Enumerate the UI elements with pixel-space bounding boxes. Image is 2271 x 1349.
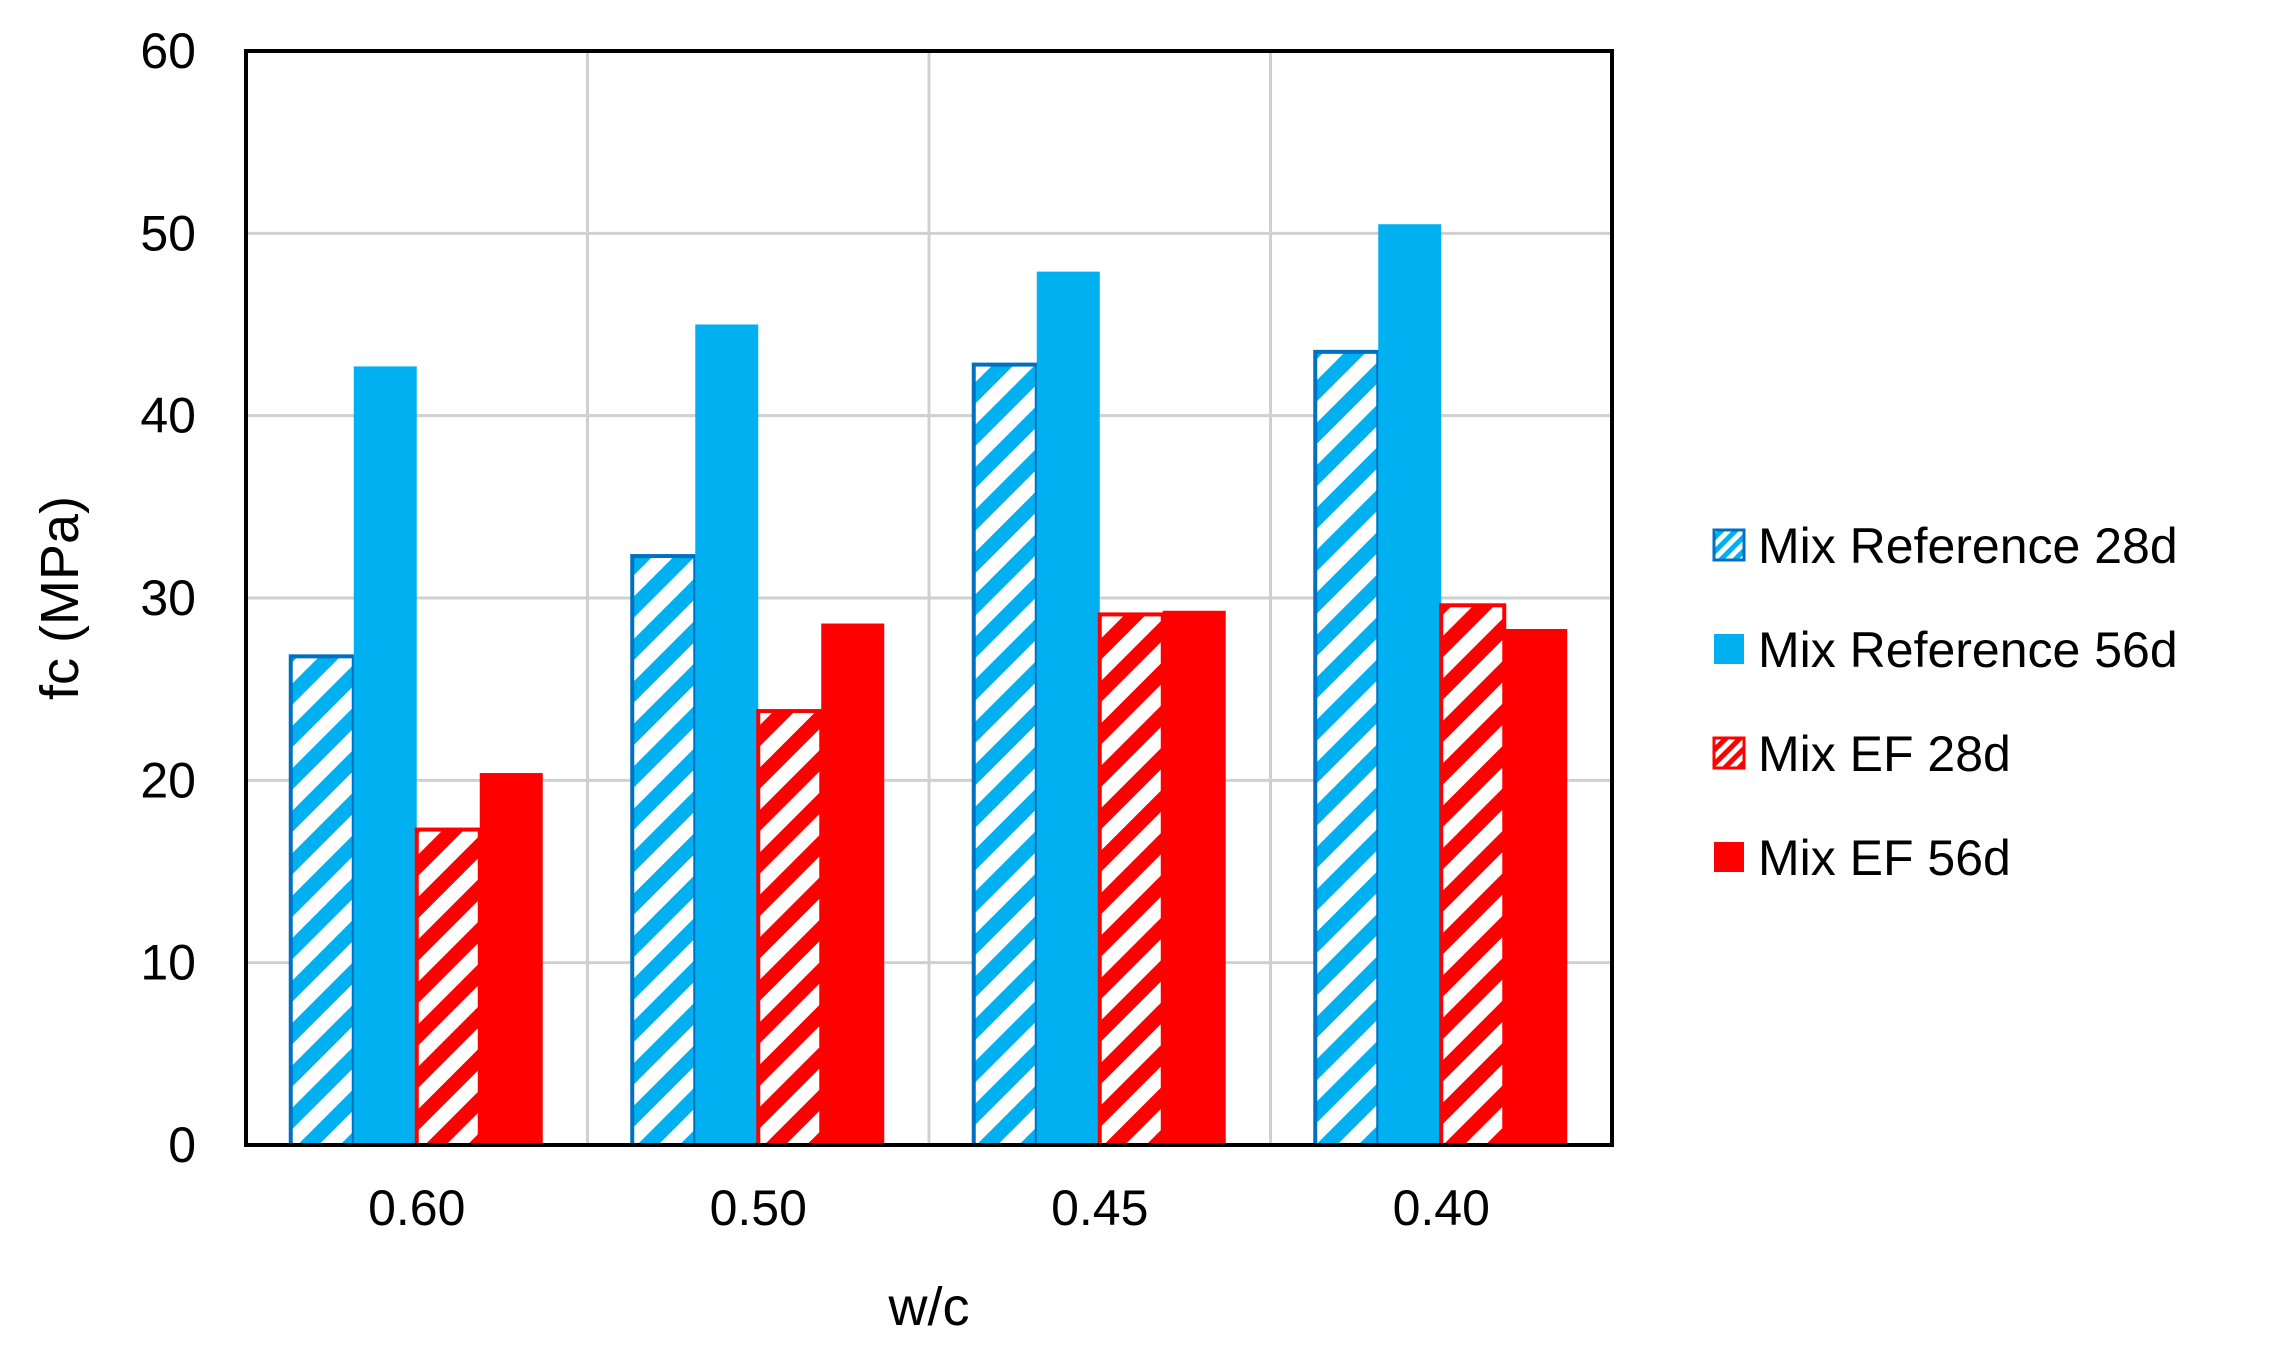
y-tick-label: 60: [140, 23, 196, 79]
bar-mix-reference-56d-0.60: [353, 366, 417, 1146]
bar-mix-reference-28d-0.60: [288, 654, 356, 1147]
y-axis-title: fc (MPa): [30, 496, 90, 700]
bar-mix-reference-56d-0.45: [1036, 271, 1100, 1146]
y-tick-label: 50: [140, 205, 196, 261]
bar-mix-ef-28d-0.50: [756, 709, 824, 1148]
bar-mix-ef-56d-0.60: [479, 773, 543, 1145]
bar-mix-ef-56d-0.45: [1162, 610, 1226, 1145]
legend-label: Mix Reference 28d: [1758, 518, 2178, 574]
x-axis-title: w/c: [888, 1277, 970, 1337]
x-tick-labels: 0.60 0.50 0.45 0.40: [368, 1180, 1490, 1236]
bars: [288, 224, 1568, 1148]
bar-mix-ef-28d-0.60: [414, 827, 482, 1148]
x-tick-label: 0.40: [1393, 1180, 1490, 1236]
plot-frame: [244, 49, 1614, 1147]
y-tick-label: 0: [168, 1117, 196, 1173]
x-tick-label: 0.60: [368, 1180, 465, 1236]
y-tick-label: 20: [140, 752, 196, 808]
bar-mix-ef-28d-0.45: [1097, 612, 1165, 1147]
legend-label: Mix EF 56d: [1758, 830, 2011, 886]
bar-mix-reference-28d-0.50: [630, 554, 698, 1147]
legend-swatch: [1714, 634, 1744, 664]
legend-label: Mix Reference 56d: [1758, 622, 2178, 678]
bar-mix-reference-56d-0.50: [695, 324, 759, 1145]
bar-mix-reference-28d-0.40: [1313, 349, 1381, 1148]
legend: Mix Reference 28d Mix Reference 56d Mix EF…: [1712, 518, 2178, 886]
x-tick-label: 0.50: [710, 1180, 807, 1236]
gridlines: [246, 51, 1612, 1145]
legend-swatch: [1712, 736, 1746, 770]
legend-label: Mix EF 28d: [1758, 726, 2011, 782]
y-tick-labels: 0 10 20 30 40 50 60: [140, 23, 196, 1173]
bar-mix-ef-56d-0.40: [1504, 628, 1568, 1145]
y-tick-label: 40: [140, 388, 196, 444]
y-tick-label: 10: [140, 935, 196, 991]
y-tick-label: 30: [140, 570, 196, 626]
bar-mix-ef-56d-0.50: [821, 623, 885, 1145]
bar-mix-ef-28d-0.40: [1439, 603, 1507, 1147]
bar-mix-reference-28d-0.45: [971, 362, 1039, 1147]
bar-mix-reference-56d-0.40: [1378, 224, 1442, 1145]
legend-swatch: [1714, 842, 1744, 872]
legend-swatch: [1712, 528, 1746, 562]
x-tick-label: 0.45: [1051, 1180, 1148, 1236]
